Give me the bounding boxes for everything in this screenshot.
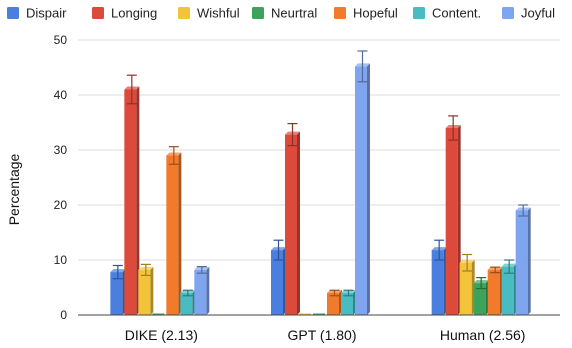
error-bar [490,266,501,274]
legend-label: Hopeful [353,6,398,21]
legend-swatch [334,7,346,19]
bar-side [178,152,182,315]
legend-label: Neurtral [271,6,317,21]
legend-swatch [502,7,514,19]
legend-swatch [252,7,264,19]
error-bar [343,289,354,297]
error-bar [329,289,340,297]
x-axis-categories: DIKE (2.13) GPT (1.80) Human (2.56) [125,327,526,343]
bar [124,86,140,315]
legend-label: Joyful [521,6,555,21]
bar-front [515,210,528,315]
error-bar [476,277,487,290]
bar-front [341,293,353,315]
bar [515,207,531,315]
bar-front [327,293,339,315]
legend-swatch [92,7,104,19]
y-tick-label: 10 [54,253,68,267]
error-bar [434,239,445,261]
bar [445,125,461,315]
y-tick-label: 40 [54,88,68,102]
bar-front [355,66,367,316]
bar [138,266,154,315]
y-tick-label: 20 [54,198,68,212]
legend-label: Content. [432,6,481,21]
bar-front [194,269,207,315]
x-category-label: DIKE (2.13) [125,327,198,343]
bar-front [445,128,458,315]
bar-front [313,313,325,315]
bar-front [180,293,193,315]
legend: Dispair Longing Wishful Neurtral Hopeful Cont… [7,6,555,21]
error-bar [140,263,151,276]
y-axis-label: Percentage [6,153,22,225]
bar-side [150,266,154,315]
x-category-label: GPT (1.80) [288,327,357,343]
bar [487,266,503,315]
bar [194,266,210,315]
bar-front [166,155,179,315]
bar-side [527,207,531,315]
bar [166,152,182,315]
bar-front [431,250,444,315]
error-bar [518,204,529,217]
legend-swatch [7,7,19,19]
bar-front [124,89,137,315]
error-bar [182,289,193,297]
legend-swatch [413,7,425,19]
error-bar [112,264,123,280]
error-bar [448,115,459,141]
bar-front [501,266,514,315]
bars [110,63,531,316]
bar-side [367,63,370,316]
bar [285,131,300,315]
legend-label: Dispair [26,6,67,21]
error-bar [273,239,284,261]
error-bars [112,50,529,297]
bar-side [297,131,300,315]
legend-label: Longing [111,6,157,21]
x-category-label: Human (2.56) [440,327,526,343]
bar-front [152,313,165,315]
bar-side [136,86,140,315]
error-bar [287,122,298,147]
bar [313,313,325,315]
bar-front [487,269,500,315]
bar-front [138,269,151,315]
bar-front [271,250,283,315]
bar [355,63,370,316]
error-bar [126,74,137,105]
bar-side [206,266,210,315]
y-axis-ticks: 0 10 20 30 40 50 [54,33,68,322]
y-tick-label: 50 [54,33,68,47]
legend-swatch [178,7,190,19]
bar-front [473,283,486,315]
error-bar [462,253,473,272]
bar-front [299,313,311,315]
error-bar [357,50,368,83]
grid-lines [78,39,560,261]
bar-front [110,272,123,315]
error-bar [196,266,207,274]
bar [152,313,165,315]
y-tick-label: 30 [54,143,68,157]
bar-front [285,134,297,315]
y-tick-label: 0 [60,308,67,322]
bar [299,313,311,315]
legend-label: Wishful [197,6,240,21]
bar-front [459,262,472,315]
error-bar [504,259,515,274]
error-bar [168,146,179,165]
